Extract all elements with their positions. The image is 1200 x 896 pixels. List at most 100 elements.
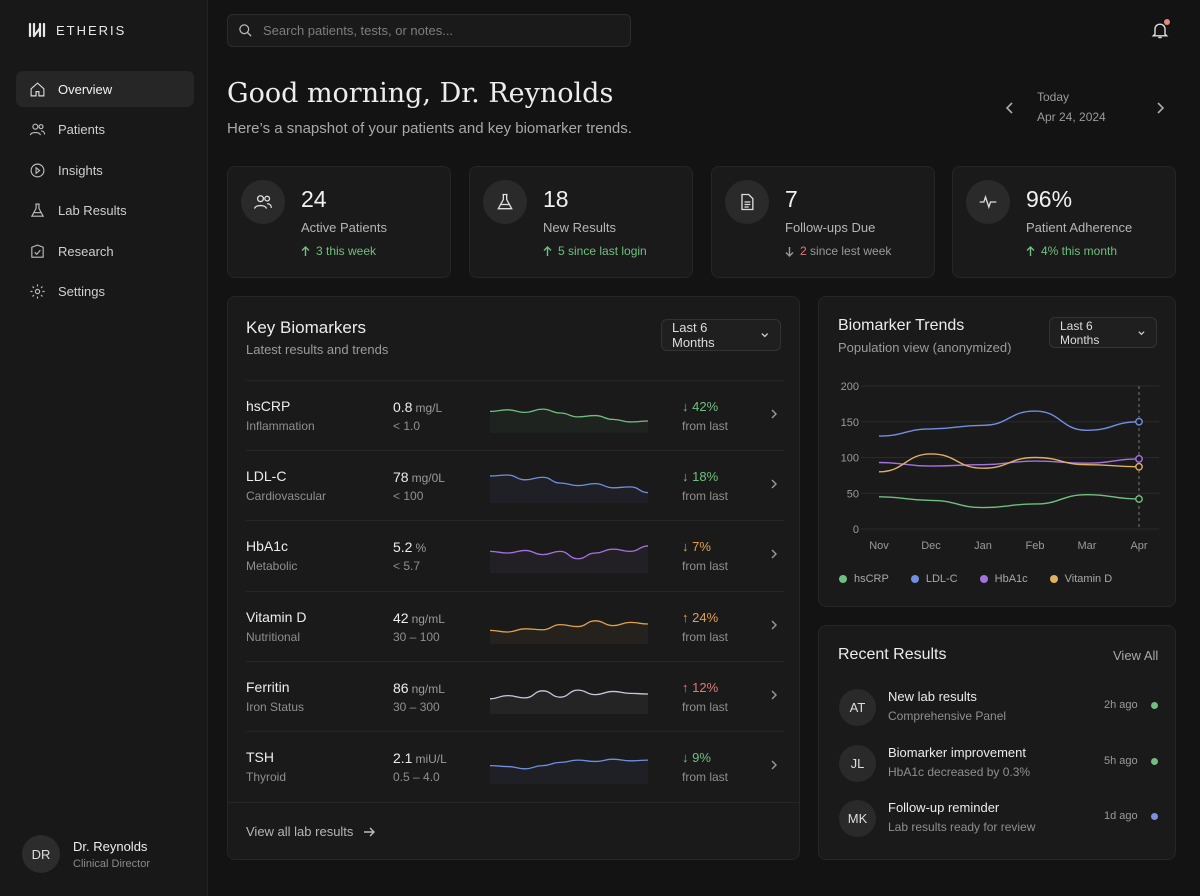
y-tick-label: 50 xyxy=(847,488,859,500)
sparkline-line xyxy=(490,689,648,700)
stat-label: New Results xyxy=(543,220,616,235)
biomarker-value: 2.1 miU/L xyxy=(393,750,447,766)
biomarker-row[interactable]: LDL-C Cardiovascular 78 mg/0L < 100 ↓ 18% from… xyxy=(246,450,784,520)
series-point xyxy=(1135,495,1143,503)
sidebar-item-lab-results[interactable]: Lab Results xyxy=(16,193,194,229)
chevron-right-icon[interactable] xyxy=(1152,100,1168,116)
result-item[interactable]: AT New lab results Comprehensive Panel 2h a… xyxy=(839,687,1159,731)
stat-value: 18 xyxy=(543,186,569,212)
biomarker-category: Thyroid xyxy=(246,770,287,784)
chevron-right-icon[interactable] xyxy=(769,548,779,560)
x-tick-label: Jan xyxy=(974,540,992,552)
chevron-left-icon[interactable] xyxy=(1002,100,1018,116)
biomarker-name: Ferritin xyxy=(246,678,290,695)
biomarker-delta: ↓ 7% xyxy=(682,539,711,555)
sparkline-area xyxy=(490,689,648,714)
biomarker-delta: ↑ 12% xyxy=(682,679,719,695)
y-tick-label: 100 xyxy=(841,453,859,465)
chevron-right-icon[interactable] xyxy=(769,689,779,701)
stat-value: 96% xyxy=(1026,186,1073,212)
series-line-hscrp xyxy=(878,493,1140,509)
notification-dot xyxy=(1164,19,1170,25)
series-line-vitamin-d xyxy=(878,453,1140,473)
range-dropdown[interactable]: Last 6 Months xyxy=(661,319,781,351)
stat-icon xyxy=(241,180,285,224)
logo[interactable]: ETHERIS xyxy=(28,22,126,38)
result-title: New lab results xyxy=(888,689,977,704)
stat-icon xyxy=(725,180,769,224)
sparkline-line xyxy=(490,545,648,560)
chevron-right-icon[interactable] xyxy=(769,408,779,420)
trends-range-dropdown[interactable]: Last 6 Months xyxy=(1049,317,1157,348)
sidebar-item-overview[interactable]: Overview xyxy=(16,71,194,107)
biomarker-range: 30 – 100 xyxy=(393,629,440,644)
biomarker-from-label: from last xyxy=(682,699,729,714)
biomarker-delta: ↓ 18% xyxy=(682,469,719,485)
result-item[interactable]: MK Follow-up reminder Lab results ready fo… xyxy=(839,798,1159,842)
stat-delta: 3 this week xyxy=(301,244,376,258)
biomarker-delta: ↓ 42% xyxy=(682,399,719,414)
sparkline-area xyxy=(490,475,648,504)
sparkline-area xyxy=(490,759,648,784)
dropdown-value: Last 6 Months xyxy=(672,320,715,350)
key-biomarkers-panel: Key Biomarkers Latest results and trends… xyxy=(227,296,800,860)
biomarker-row[interactable]: TSH Thyroid 2.1 miU/L 0.5 – 4.0 ↓ 9% from last xyxy=(246,731,784,801)
date-label: Today xyxy=(1037,90,1070,104)
stat-card-follow-ups[interactable]: 7 Follow-ups Due 2 since lest week xyxy=(711,166,935,278)
divider xyxy=(228,802,799,803)
sidebar-item-label: Overview xyxy=(58,81,113,97)
view-all-lab-results-link[interactable]: View all lab results xyxy=(246,824,376,839)
biomarker-row[interactable]: hsCRP Inflammation 0.8 mg/L < 1.0 ↓ 42% from l… xyxy=(246,380,784,450)
chevron-right-icon[interactable] xyxy=(769,478,779,490)
stat-label: Patient Adherence xyxy=(1026,220,1133,235)
sparkline-line xyxy=(490,474,648,494)
stat-card-patient-adherence[interactable]: 96% Patient Adherence 4% this month xyxy=(952,166,1176,278)
search-input[interactable] xyxy=(263,23,603,38)
series-point xyxy=(1135,455,1143,463)
result-item[interactable]: JL Biomarker improvement HbA1c decreased b… xyxy=(839,743,1159,787)
stat-icon xyxy=(966,180,1010,224)
biomarker-row[interactable]: HbA1c Metabolic 5.2% < 5.7 ↓ 7% from last xyxy=(246,520,784,590)
sidebar-item-insights[interactable]: Insights xyxy=(16,152,194,188)
view-all-button[interactable]: View All xyxy=(1113,648,1159,663)
stat-value: 7 xyxy=(785,186,798,212)
stat-card-active-patients[interactable]: 24 Active Patients 3 this week xyxy=(227,166,451,278)
user-profile[interactable]: DR Dr. Reynolds Clinical Director xyxy=(22,835,150,873)
stat-card-new-results[interactable]: 18 New Results 5 since last login xyxy=(469,166,693,278)
sidebar-item-patients[interactable]: Patients xyxy=(16,112,194,148)
stat-delta: 2 since lest week xyxy=(785,244,891,258)
users-icon xyxy=(29,123,46,136)
biomarker-category: Nutritional xyxy=(246,629,301,644)
legend-entry: LDL-C xyxy=(910,573,958,585)
chevron-right-icon[interactable] xyxy=(769,619,779,631)
sidebar-item-settings[interactable]: Settings xyxy=(16,274,194,310)
app-name: ETHERIS xyxy=(56,22,127,38)
sidebar-item-label: Lab Results xyxy=(58,203,127,218)
panel-subtitle: Latest results and trends xyxy=(246,342,389,357)
x-tick-label: Mar xyxy=(1078,540,1097,552)
sidebar-item-label: Research xyxy=(58,243,114,259)
panel-title: Biomarker Trends xyxy=(838,317,965,334)
biomarker-row[interactable]: Vitamin D Nutritional 42 ng/mL 30 – 100 ↑ 24%… xyxy=(246,590,784,661)
biomarker-row[interactable]: Ferritin Iron Status 86 ng/mL 30 – 300 ↑ 12% f… xyxy=(246,660,784,731)
chevron-right-icon[interactable] xyxy=(769,759,779,771)
sidebar-item-research[interactable]: Research xyxy=(16,233,194,269)
legend-label: LDL-C xyxy=(925,573,958,585)
legend-label: HbA1c xyxy=(994,573,1028,585)
biomarker-from-label: from last xyxy=(682,489,729,504)
panel-title: Recent Results xyxy=(838,646,947,663)
legend-swatch xyxy=(979,575,988,583)
arrow-up-icon xyxy=(543,245,552,256)
bell-icon[interactable] xyxy=(1150,20,1170,40)
status-dot xyxy=(1151,813,1158,821)
sidebar-item-label: Insights xyxy=(58,162,103,178)
stat-delta: 4% this month xyxy=(1026,244,1117,258)
biomarker-value: 42 ng/mL xyxy=(393,609,445,626)
legend-entry: Vitamin D xyxy=(1049,573,1112,585)
arrow-down-icon xyxy=(785,246,794,257)
result-subtitle: Lab results ready for review xyxy=(888,820,1036,835)
biomarker-category: Metabolic xyxy=(246,559,298,574)
y-tick-label: 0 xyxy=(853,524,859,536)
chevron-down-icon xyxy=(761,333,769,338)
trend-arrow-icon: ↓ xyxy=(682,750,689,765)
